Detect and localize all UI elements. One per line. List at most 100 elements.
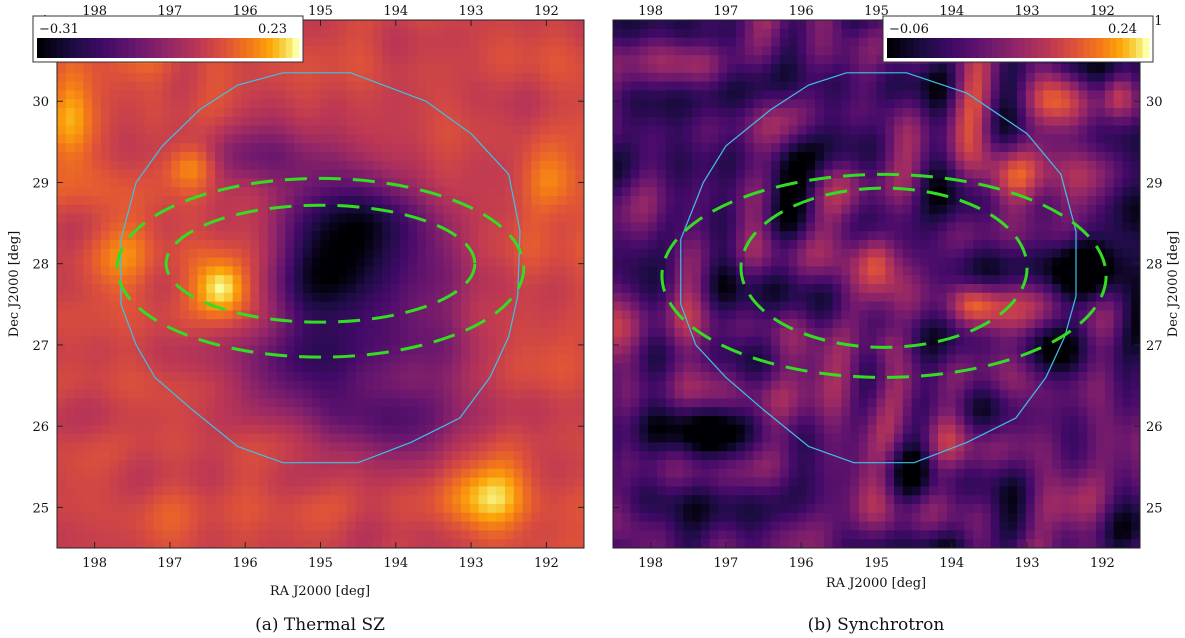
heat-cell <box>285 389 295 399</box>
heat-cell <box>109 213 120 223</box>
heat-cell <box>408 169 418 179</box>
heat-cell <box>118 442 128 452</box>
heat-cell <box>735 143 746 153</box>
heat-cell <box>1052 90 1062 100</box>
heat-cell <box>215 108 225 118</box>
heat-cell <box>1008 72 1018 83</box>
heat-cell <box>232 196 243 206</box>
heat-cell <box>355 460 366 470</box>
heat-cell <box>408 160 418 171</box>
heat-cell <box>540 257 550 267</box>
heat-cell <box>346 46 357 56</box>
heat-cell <box>118 424 128 435</box>
heat-cell <box>461 292 471 303</box>
heat-cell <box>566 424 576 435</box>
heat-cell <box>329 64 339 74</box>
heat-cell <box>487 345 497 355</box>
heat-cell <box>259 134 269 144</box>
heat-cell <box>478 99 488 109</box>
heat-cell <box>674 152 684 162</box>
heat-cell <box>735 178 746 188</box>
heat-cell <box>399 539 409 548</box>
heat-cell <box>504 46 515 56</box>
heat-cell <box>153 424 163 435</box>
heat-cell <box>355 72 366 83</box>
heat-cell <box>390 354 401 364</box>
heat-cell <box>136 407 146 417</box>
heat-cell <box>911 160 922 171</box>
heat-cell <box>285 292 295 303</box>
heat-cell <box>65 143 76 153</box>
heat-cell <box>338 424 348 435</box>
heat-cell <box>153 389 163 399</box>
heat-cell <box>197 354 207 364</box>
heat-cell <box>513 477 524 487</box>
heat-cell <box>478 530 488 540</box>
heat-cell <box>434 504 445 514</box>
heat-cell <box>744 64 755 74</box>
heat-cell <box>1060 160 1071 171</box>
heat-cell <box>513 363 524 373</box>
heat-cell <box>575 354 584 364</box>
heat-cell <box>197 372 207 382</box>
heat-cell <box>276 460 286 470</box>
heat-cell <box>241 169 251 179</box>
heat-cell <box>390 231 401 241</box>
heat-cell <box>267 486 278 496</box>
heat-cell <box>788 28 799 39</box>
heat-cell <box>259 213 269 223</box>
heat-cell <box>338 152 348 162</box>
heat-cell <box>162 336 172 347</box>
heat-cell <box>797 99 807 109</box>
heat-cell <box>727 90 737 100</box>
heat-cell <box>92 196 102 206</box>
heat-cell <box>478 354 488 364</box>
heat-cell <box>937 81 948 91</box>
heat-cell <box>320 196 330 206</box>
heat-cell <box>355 55 366 65</box>
heat-cell <box>1131 196 1140 206</box>
heat-cell <box>522 442 532 452</box>
heat-cell <box>329 407 339 417</box>
heat-cell <box>302 477 313 487</box>
colorbar-step <box>37 38 45 58</box>
heat-cell <box>364 424 374 435</box>
colorbar-step <box>226 38 234 58</box>
heat-cell <box>692 125 702 135</box>
heat-cell <box>215 81 225 91</box>
heat-cell <box>1113 196 1124 206</box>
heat-cell <box>74 433 84 443</box>
heat-cell <box>469 116 480 127</box>
heat-cell <box>621 169 632 179</box>
heat-cell <box>1087 143 1097 153</box>
heat-cell <box>1052 160 1062 171</box>
heat-cell <box>575 143 584 153</box>
heat-cell <box>118 407 128 417</box>
heat-cell <box>136 539 146 548</box>
heat-cell <box>531 125 541 135</box>
heat-cell <box>674 46 684 56</box>
heat-cell <box>355 231 366 241</box>
heat-cell <box>434 134 445 144</box>
heat-cell <box>232 433 243 443</box>
heat-cell <box>981 72 992 83</box>
heat-cell <box>487 99 497 109</box>
heat-cell <box>504 116 515 127</box>
heat-cell <box>100 424 111 435</box>
heat-cell <box>762 143 772 153</box>
heat-cell <box>1017 169 1027 179</box>
heat-cell <box>1078 99 1088 109</box>
heat-cell <box>575 64 584 74</box>
heat-cell <box>487 477 497 487</box>
heat-cell <box>513 389 524 399</box>
heat-cell <box>885 196 895 206</box>
colorbar-step <box>141 38 149 58</box>
heat-cell <box>496 64 506 74</box>
heat-cell <box>294 143 304 153</box>
heat-cell <box>329 116 339 127</box>
heat-cell <box>504 468 515 479</box>
heat-cell <box>575 530 584 540</box>
heat-cell <box>504 240 515 250</box>
heat-cell <box>452 55 462 65</box>
heat-cell <box>399 424 409 435</box>
